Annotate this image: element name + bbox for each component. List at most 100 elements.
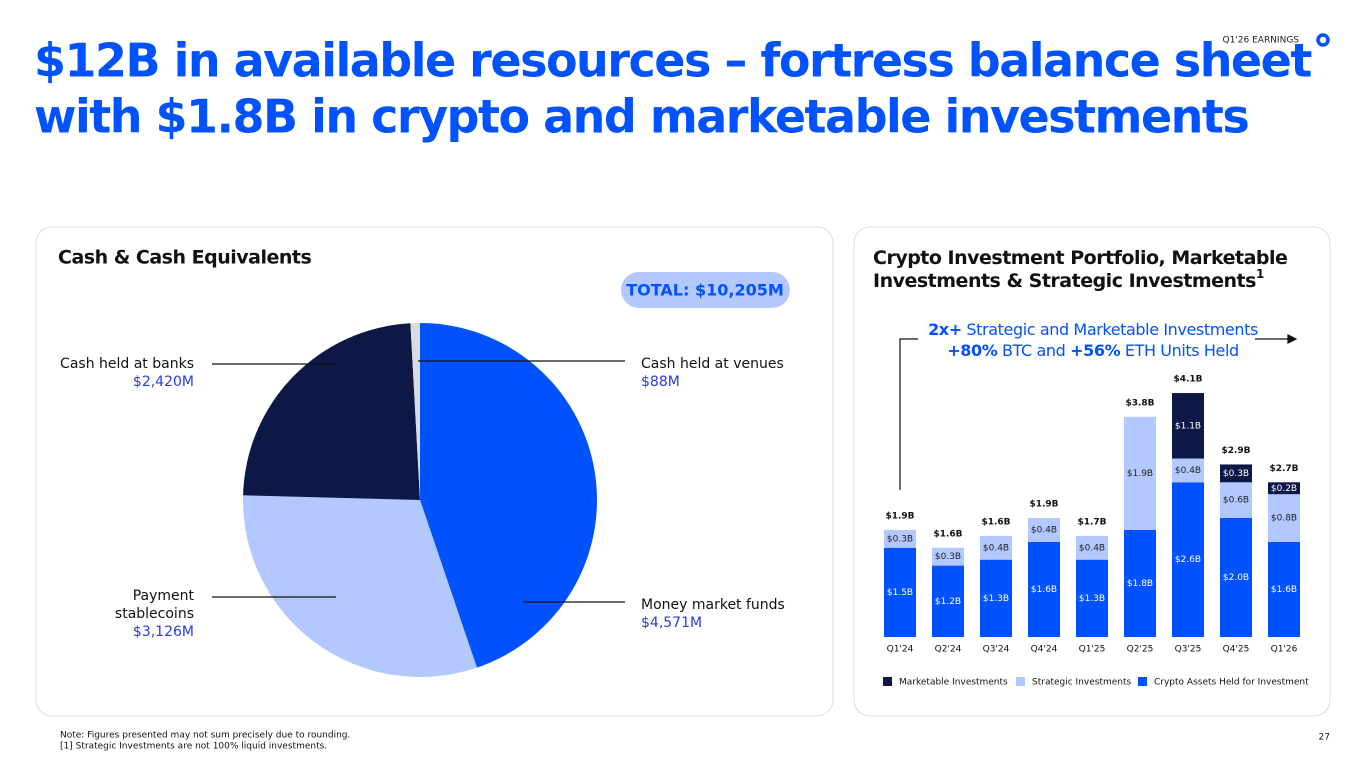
note: [1] Strategic Investments are not 100% l… xyxy=(60,742,327,752)
segment-label: $1.2B xyxy=(935,597,961,607)
total-label: $1.6B xyxy=(981,517,1010,527)
total-label: $4.1B xyxy=(1173,375,1202,385)
bar-segment xyxy=(1076,559,1108,637)
segment-label: $0.4B xyxy=(1079,543,1105,553)
pie-label: Payment stablecoins $3,126M xyxy=(94,587,194,641)
bar-segment xyxy=(1268,482,1300,495)
segment-label: $0.4B xyxy=(983,543,1009,553)
bar-segment xyxy=(1220,482,1252,518)
bar-segment xyxy=(1220,464,1252,483)
pie-label-name: Payment stablecoins xyxy=(114,588,194,622)
card-title: Cash & Cash Equivalents xyxy=(58,247,311,269)
x-tick-label: Q3'25 xyxy=(1175,645,1202,655)
bar-segment xyxy=(1172,458,1204,483)
segment-label: $0.3B xyxy=(935,552,961,562)
pie-label: Money market funds $4,571M xyxy=(641,596,785,632)
logo xyxy=(1316,33,1330,47)
pie-label-value: $4,571M xyxy=(641,615,703,631)
page-number: 27 xyxy=(1319,733,1330,743)
x-tick-label: Q2'24 xyxy=(935,645,962,655)
segment-label: $1.3B xyxy=(983,594,1009,604)
total-label: $2.9B xyxy=(1221,446,1250,456)
note: Note: Figures presented may not sum prec… xyxy=(60,731,350,741)
segment-label: $0.4B xyxy=(1175,466,1201,476)
pie-label-value: $3,126M xyxy=(132,624,194,640)
bar-segment xyxy=(884,547,916,637)
bar-segment xyxy=(1220,518,1252,637)
pie-label: Cash held at venues $88M xyxy=(641,355,784,391)
pie-slice xyxy=(243,323,420,500)
bar-segment xyxy=(1268,494,1300,542)
x-tick-label: Q3'24 xyxy=(983,645,1010,655)
x-tick-label: Q1'26 xyxy=(1271,645,1298,655)
segment-label: $1.9B xyxy=(1127,469,1153,479)
legend-swatch xyxy=(883,677,892,686)
segment-label: $0.6B xyxy=(1223,496,1249,506)
arrowhead xyxy=(1287,334,1298,344)
annotation-bracket xyxy=(899,338,918,490)
bar-segment xyxy=(932,547,964,566)
pie-label-name: Cash held at venues xyxy=(641,356,784,372)
card-title-line: Crypto Investment Portfolio, Marketable xyxy=(873,247,1287,269)
pie-label-value: $2,420M xyxy=(132,374,194,390)
segment-label: $0.8B xyxy=(1271,514,1297,524)
slide-title: $12B in available resources – fortress b… xyxy=(34,34,1311,88)
segment-label: $2.6B xyxy=(1175,555,1201,565)
segment-label: $1.5B xyxy=(887,588,913,598)
legend-label: Strategic Investments xyxy=(1032,678,1132,688)
card-title: Crypto Investment Portfolio, Marketable I… xyxy=(873,247,1287,292)
footnote-marker: 1 xyxy=(1256,267,1264,281)
segment-label: $1.6B xyxy=(1031,585,1057,595)
bar-segment xyxy=(980,559,1012,637)
card-title-line: Investments & Strategic Investments xyxy=(873,270,1256,292)
segment-label: $1.3B xyxy=(1079,594,1105,604)
annotation-part: +56% xyxy=(1070,341,1120,360)
total-label: $1.9B xyxy=(1029,500,1058,510)
x-tick-label: Q4'25 xyxy=(1223,645,1250,655)
segment-label: $1.1B xyxy=(1175,421,1201,431)
slide-title: with $1.8B in crypto and marketable inve… xyxy=(34,90,1248,144)
bar-segment xyxy=(932,565,964,637)
annotation: 2x+ Strategic and Marketable Investments xyxy=(928,320,1258,339)
segment-label: $1.6B xyxy=(1271,585,1297,595)
total-label: $1.6B xyxy=(933,529,962,539)
total-label: $1.9B xyxy=(885,511,914,521)
legend-label: Crypto Assets Held for Investment xyxy=(1154,678,1309,688)
pie-label-name: Cash held at banks xyxy=(60,356,194,372)
pie-slice xyxy=(242,495,477,677)
total-badge xyxy=(621,272,790,308)
total-label: $3.8B xyxy=(1125,398,1154,408)
legend-swatch xyxy=(1016,677,1025,686)
bar-segment xyxy=(1268,541,1300,637)
annotation: +80% BTC and +56% ETH Units Held xyxy=(947,341,1239,360)
segment-label: $1.8B xyxy=(1127,579,1153,589)
segment-label: $0.3B xyxy=(1223,469,1249,479)
pie-slice xyxy=(410,323,420,500)
bar-segment xyxy=(1124,529,1156,637)
annotation-part: ETH Units Held xyxy=(1120,341,1239,360)
segment-label: $0.3B xyxy=(887,534,913,544)
leader-lines xyxy=(212,360,625,603)
x-tick-label: Q1'25 xyxy=(1079,645,1106,655)
pie-label-name: Money market funds xyxy=(641,597,785,613)
x-tick-label: Q2'25 xyxy=(1127,645,1154,655)
bar-segment xyxy=(1028,541,1060,637)
total-label: $2.7B xyxy=(1269,464,1298,474)
bar-segment xyxy=(1172,482,1204,637)
legend-swatch xyxy=(1138,677,1147,686)
bar-segment xyxy=(1124,416,1156,530)
bar-segment xyxy=(980,535,1012,560)
segment-label: $0.2B xyxy=(1271,484,1297,494)
bar-segment xyxy=(884,529,916,548)
annotation-part: Strategic and Marketable Investments xyxy=(962,320,1258,339)
bar-segment xyxy=(1172,393,1204,459)
segment-label: $2.0B xyxy=(1223,573,1249,583)
total-label: TOTAL: $10,205M xyxy=(626,281,784,300)
legend-label: Marketable Investments xyxy=(899,678,1008,688)
segment-label: $0.4B xyxy=(1031,525,1057,535)
bar-segment xyxy=(1028,518,1060,542)
total-label: $1.7B xyxy=(1077,517,1106,527)
pie-label: Cash held at banks $2,420M xyxy=(44,355,194,391)
